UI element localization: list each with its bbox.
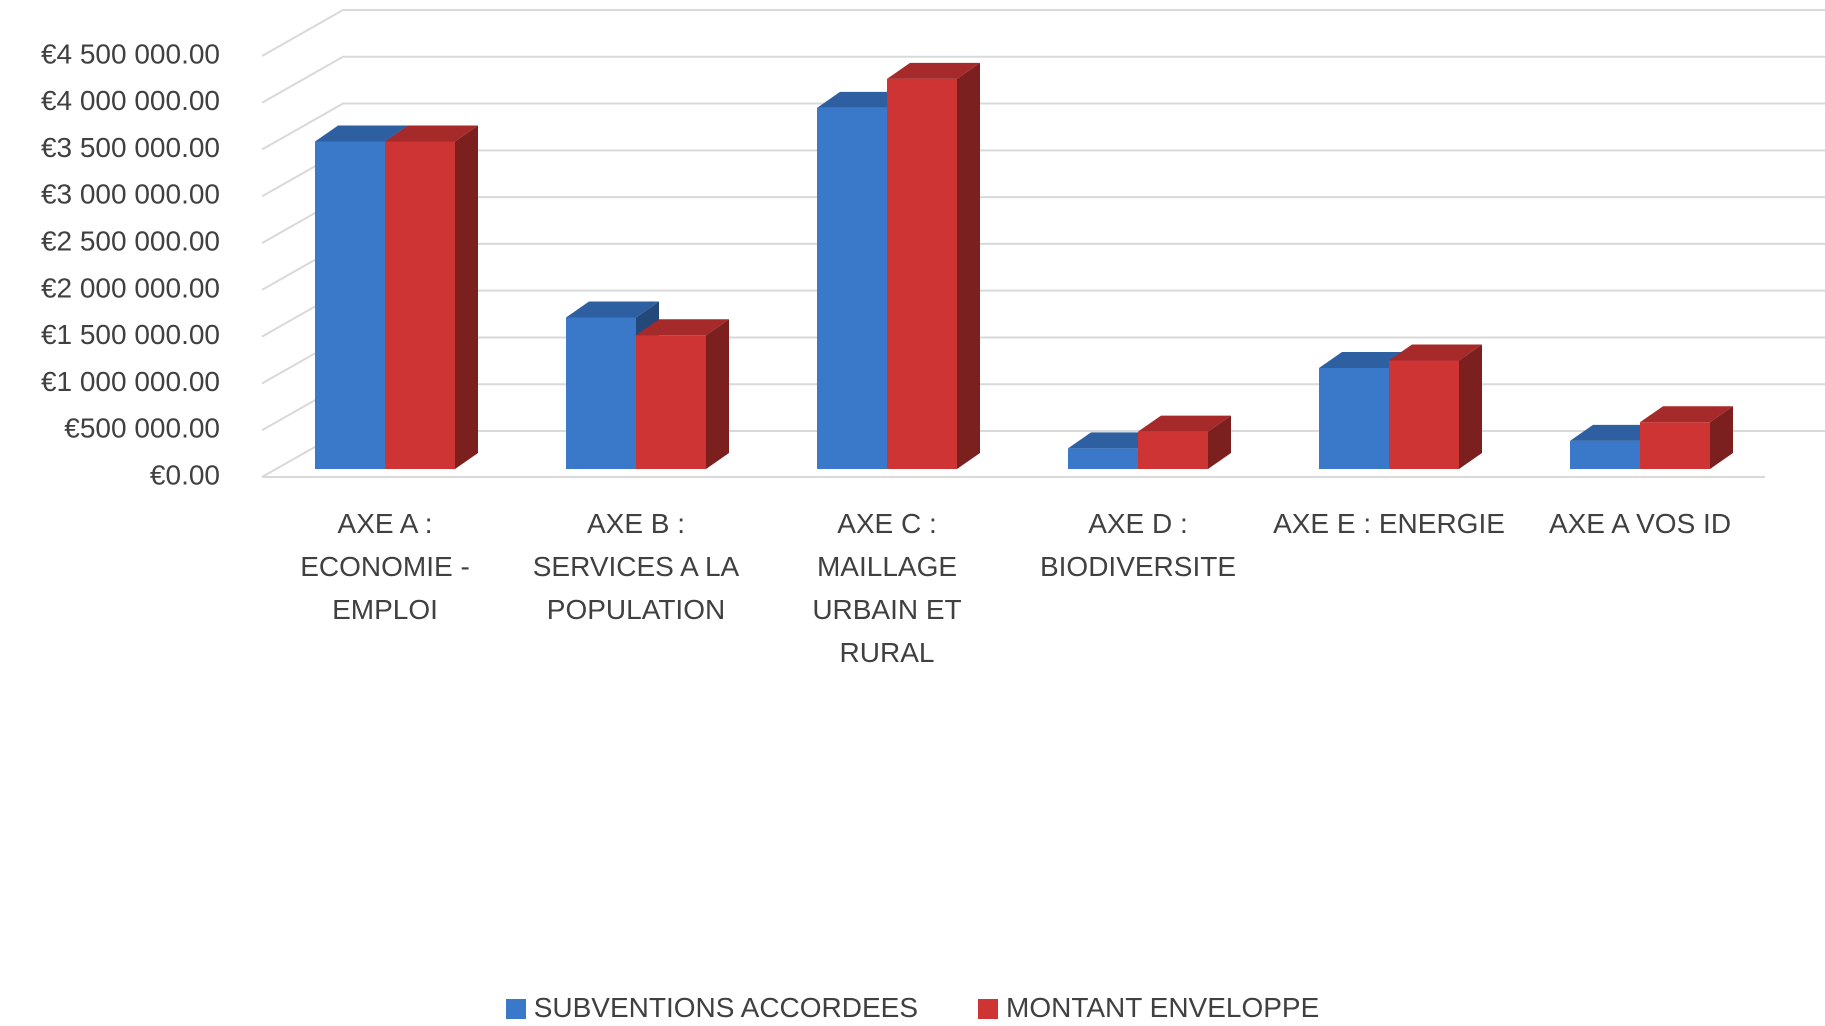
- y-tick-label: €4 000 000.00: [41, 85, 220, 116]
- bar-top: [566, 301, 659, 318]
- y-tick-label: €0.00: [150, 459, 220, 490]
- grid-line: [261, 9, 1825, 57]
- x-tick-label: AXE A : ECONOMIE - EMPLOI: [300, 508, 470, 625]
- bar-front: [385, 141, 455, 470]
- bar-front: [1570, 440, 1640, 469]
- bar-top: [1640, 406, 1733, 423]
- grid-line: [261, 242, 1825, 291]
- legend-swatch: [505, 999, 526, 1019]
- bar-front: [1138, 431, 1208, 469]
- grid-line: [261, 383, 1825, 432]
- bar-front: [636, 335, 706, 469]
- legend-label: MONTANT ENVELOPPE: [1006, 992, 1320, 1023]
- bar: [385, 125, 478, 470]
- bar-side: [1459, 344, 1482, 469]
- bar-top: [385, 125, 478, 142]
- legend-item: MONTANT ENVELOPPE: [978, 992, 1319, 1024]
- grid-line: [261, 55, 1825, 104]
- bar: [1640, 406, 1733, 469]
- legend-swatch: [978, 999, 999, 1019]
- bar: [1389, 344, 1482, 469]
- bar-side: [1208, 415, 1231, 469]
- legend: SUBVENTIONS ACCORDEES MONTANT ENVELOPPE: [0, 992, 1825, 1024]
- bar-top: [1138, 415, 1231, 432]
- bar-front: [1319, 367, 1389, 469]
- bar-top: [1570, 424, 1663, 441]
- grid-line: [261, 336, 1825, 385]
- y-tick-label: €500 000.00: [64, 413, 220, 444]
- bar-front: [566, 317, 636, 469]
- bar-top: [315, 125, 408, 142]
- bar-front: [1640, 422, 1710, 469]
- bar-front: [1068, 448, 1138, 469]
- bar: [636, 319, 729, 469]
- bar-top: [887, 62, 980, 79]
- y-tick-label: €3 000 000.00: [41, 179, 220, 210]
- bar-front: [887, 78, 957, 469]
- bar-front: [817, 107, 887, 470]
- bar-side: [455, 125, 478, 470]
- x-tick-label: AXE C : MAILLAGE URBAIN ET RURAL: [812, 508, 962, 668]
- y-tick-label: €2 500 000.00: [41, 226, 220, 257]
- y-tick-label: €1 000 000.00: [41, 366, 220, 397]
- bar-top: [1319, 351, 1412, 368]
- bar-top: [636, 319, 729, 336]
- x-tick-label: AXE E : ENERGIE: [1273, 508, 1505, 539]
- bar-side: [957, 62, 980, 470]
- bar-top: [817, 91, 910, 108]
- x-tick-label: AXE A VOS ID: [1548, 508, 1732, 539]
- grid-line: [261, 102, 1825, 151]
- bar-side: [706, 319, 729, 469]
- x-tick-label: AXE D : BIODIVERSITE: [1039, 508, 1237, 582]
- y-tick-label: €3 500 000.00: [41, 132, 220, 163]
- y-tick-label: €1 500 000.00: [41, 319, 220, 350]
- bar-front: [315, 141, 385, 470]
- grid-line: [261, 196, 1825, 244]
- bar-side: [1710, 406, 1733, 469]
- grid-line: [261, 289, 1825, 338]
- bar-top: [1068, 432, 1161, 449]
- grid-line: [261, 149, 1825, 198]
- bar-top: [1389, 344, 1482, 361]
- bar: [1138, 415, 1231, 469]
- y-tick-label: €4 500 000.00: [41, 38, 220, 69]
- bar-front: [1389, 360, 1459, 469]
- bar: [887, 62, 980, 470]
- legend-label: SUBVENTIONS ACCORDEES: [533, 992, 919, 1023]
- x-tick-label: AXE B : SERVICES A LA POPULATION: [532, 508, 740, 625]
- y-tick-label: €2 000 000.00: [41, 272, 220, 303]
- legend-item: SUBVENTIONS ACCORDEES: [505, 992, 919, 1024]
